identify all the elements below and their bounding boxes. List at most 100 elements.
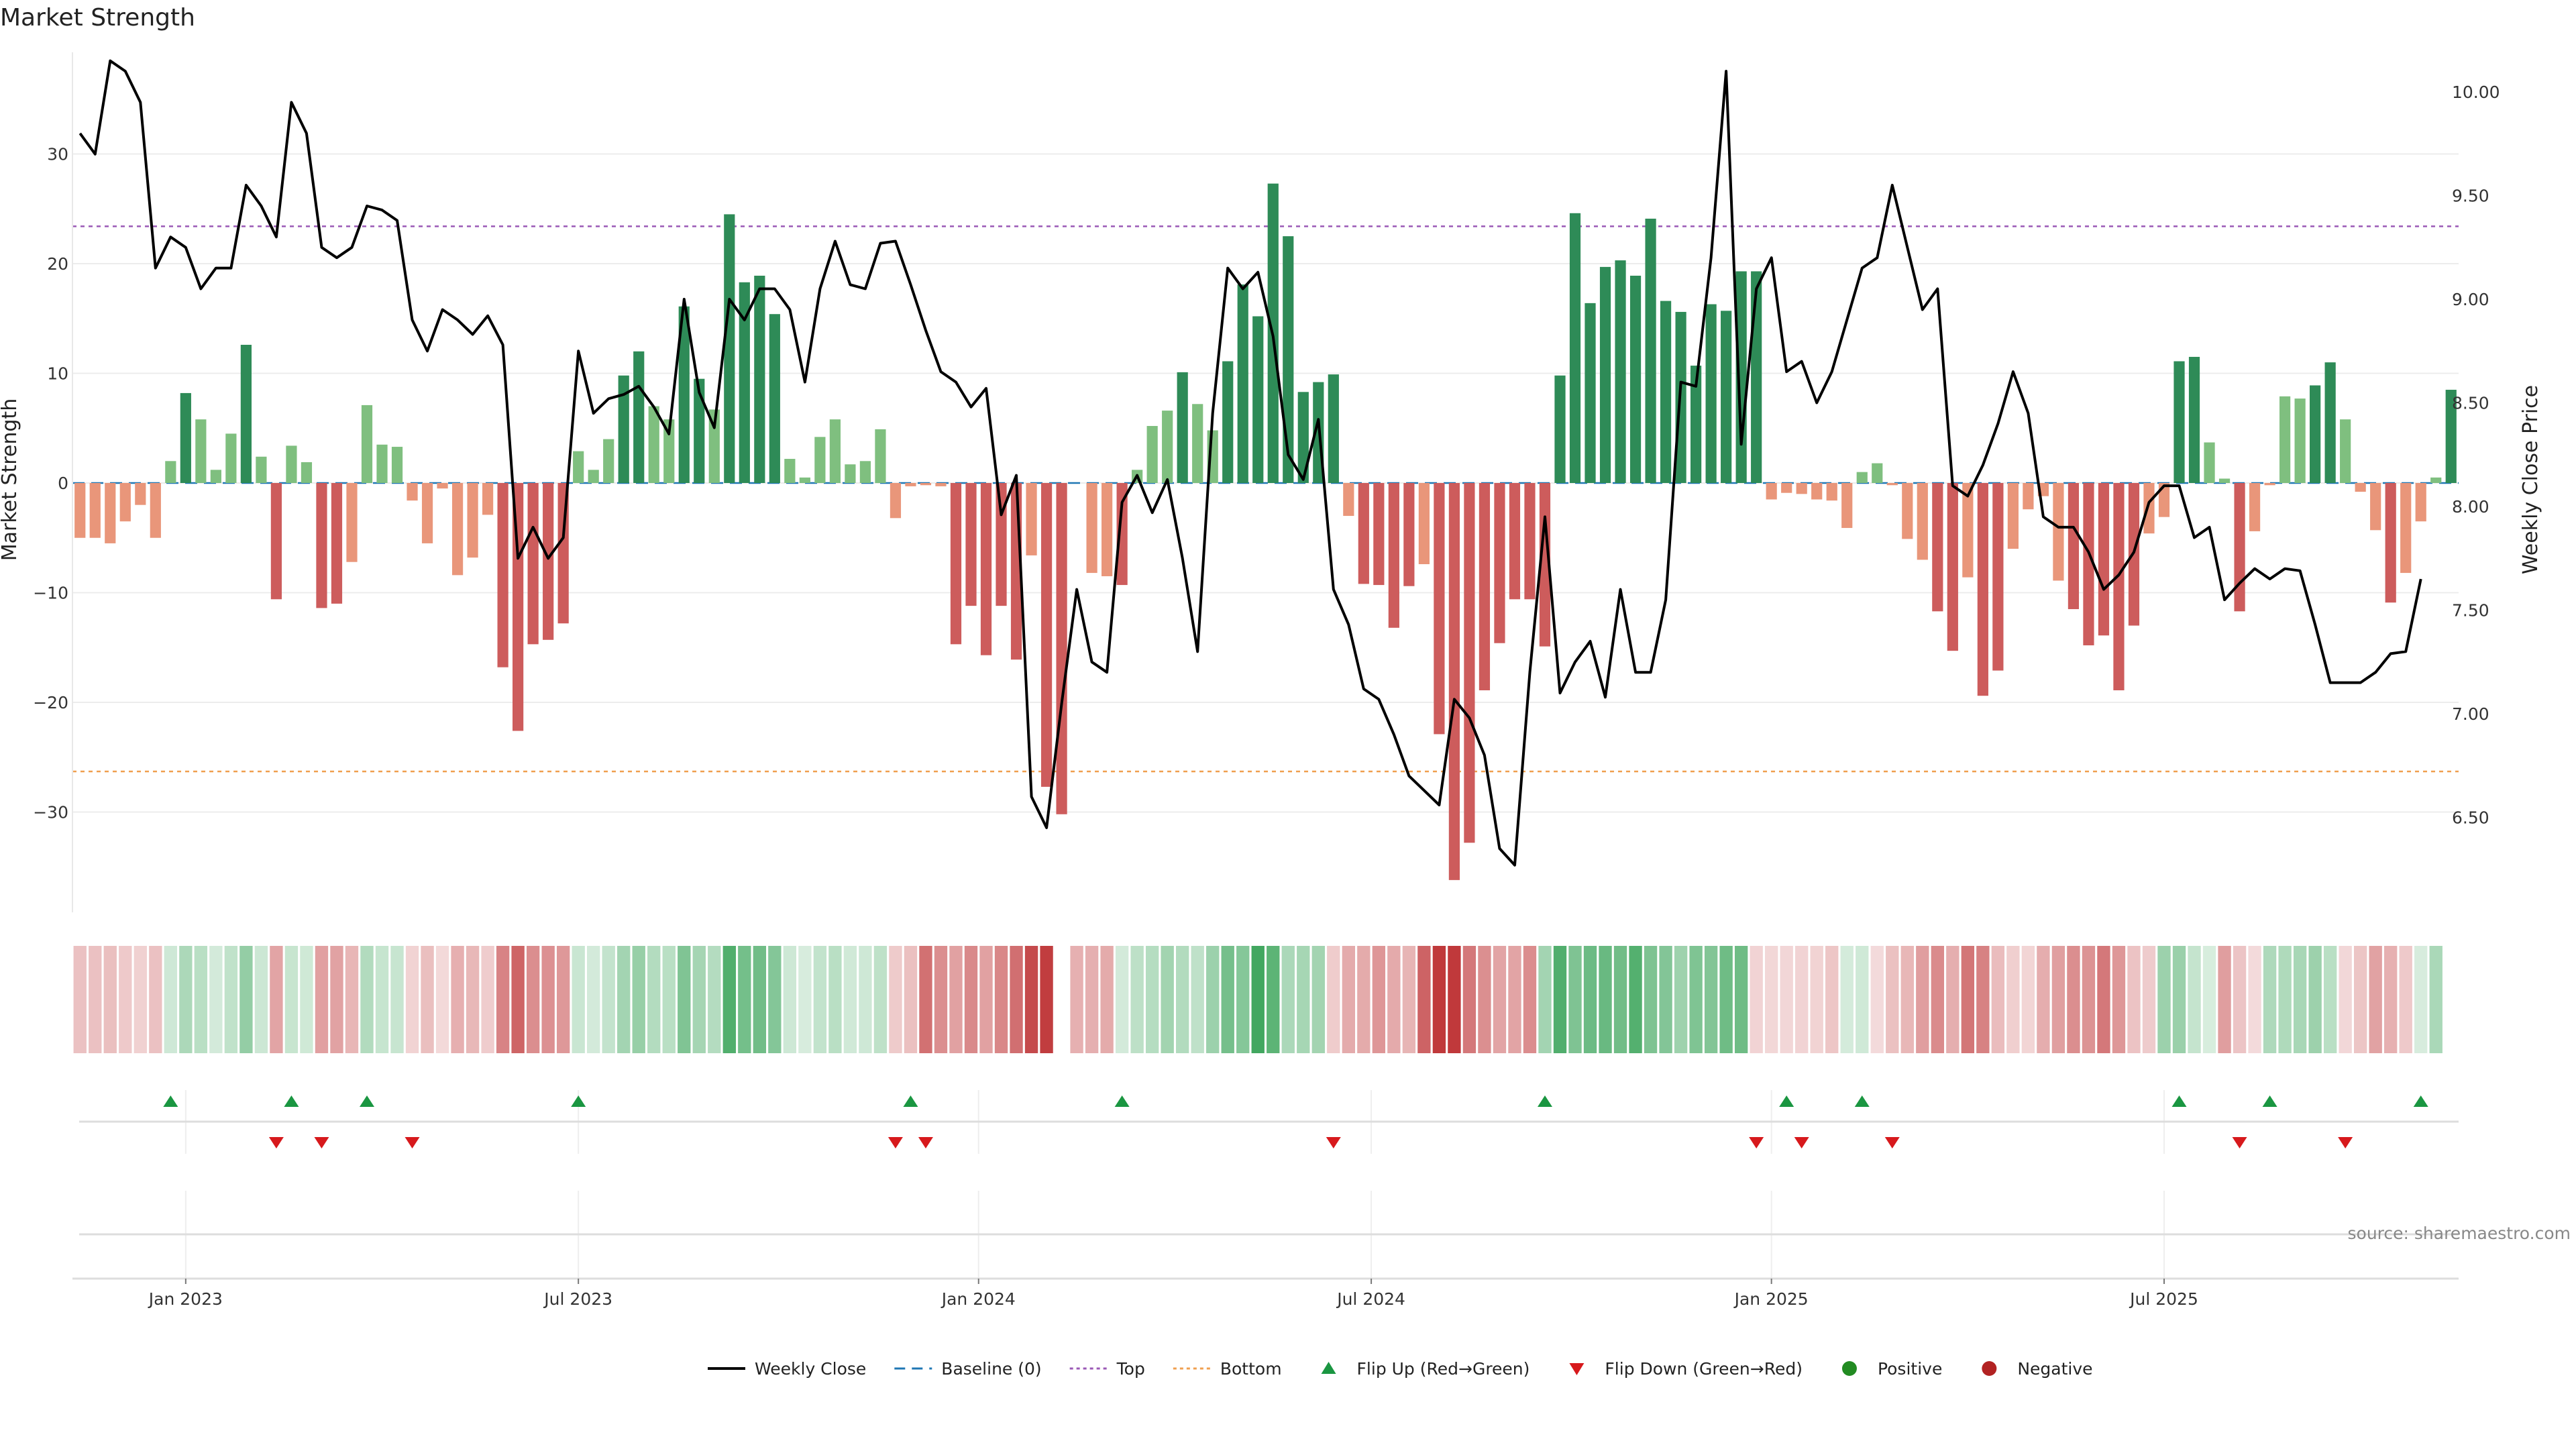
- strength-bar: [1479, 483, 1491, 691]
- strength-bar: [1721, 311, 1732, 483]
- strip-cell: [556, 946, 570, 1053]
- strength-bar: [2264, 483, 2275, 486]
- date-tick-label: Jan 2024: [941, 1289, 1016, 1309]
- strength-bar: [1222, 361, 1234, 483]
- strip-cell: [1100, 946, 1114, 1053]
- strength-bar: [573, 451, 584, 483]
- strip-cell: [2293, 946, 2307, 1053]
- left-tick-label: 30: [47, 145, 68, 164]
- strength-bar: [1494, 483, 1505, 643]
- strip-cell: [572, 946, 585, 1053]
- strip-cell: [2082, 946, 2096, 1053]
- strip-cell: [2339, 946, 2352, 1053]
- strip-cell: [2369, 946, 2382, 1053]
- strip-cell: [435, 946, 449, 1053]
- strength-bar: [2098, 483, 2110, 636]
- strength-bar: [935, 483, 947, 486]
- strength-bar: [814, 437, 826, 483]
- flip-down-marker: [2338, 1137, 2353, 1148]
- legend-label: Negative: [2017, 1359, 2092, 1379]
- date-tick-label: Jul 2023: [543, 1289, 612, 1309]
- flip-up-marker: [359, 1095, 374, 1107]
- right-tick-label: 8.00: [2452, 497, 2489, 517]
- strength-bar: [225, 433, 237, 483]
- flip-up-marker: [571, 1095, 586, 1107]
- strength-bar: [678, 306, 690, 483]
- strength-bar: [2310, 385, 2321, 483]
- strip-cell: [103, 946, 117, 1053]
- strip-cell: [1613, 946, 1627, 1053]
- strip-cell: [1145, 946, 1159, 1053]
- strength-bar: [980, 483, 992, 655]
- strip-cell: [722, 946, 736, 1053]
- strip-cell: [1719, 946, 1733, 1053]
- strength-bar: [2355, 483, 2366, 492]
- strength-bar: [1297, 392, 1309, 483]
- strength-bar: [1283, 236, 1294, 483]
- strength-bar: [724, 214, 735, 483]
- flip-down-marker: [314, 1137, 329, 1148]
- strength-bar: [708, 409, 720, 483]
- strength-bar: [890, 483, 902, 519]
- strength-bar: [2143, 483, 2155, 534]
- legend-item-positive: Positive: [1841, 1359, 1942, 1379]
- strength-bar: [2249, 483, 2261, 531]
- strength-bar: [1464, 483, 1475, 843]
- strip-cell: [768, 946, 782, 1053]
- strip-cell: [813, 946, 827, 1053]
- strip-cell: [1175, 946, 1189, 1053]
- legend-item-bottom: Bottom: [1173, 1359, 1282, 1379]
- strength-bar: [648, 406, 659, 483]
- flip-down-marker: [1884, 1137, 1900, 1148]
- strength-bar: [1177, 372, 1188, 483]
- strip-cell: [224, 946, 238, 1053]
- left-axis: 30 20 10 0 −10 −20 −30: [33, 52, 73, 912]
- strength-bar: [1358, 483, 1369, 584]
- strength-bar: [482, 483, 494, 515]
- strip-cell: [164, 946, 178, 1053]
- strip-cell: [2384, 946, 2398, 1053]
- strength-bar: [1026, 483, 1037, 555]
- strip-cell: [919, 946, 932, 1053]
- strip-cell: [1070, 946, 1083, 1053]
- strip-cell: [1251, 946, 1265, 1053]
- strip-cell: [1387, 946, 1401, 1053]
- strip-cell: [254, 946, 268, 1053]
- strength-bar: [195, 419, 207, 483]
- strip-cell: [1478, 946, 1491, 1053]
- strength-bar: [2083, 483, 2094, 645]
- strip-cell: [2188, 946, 2201, 1053]
- strip-cell: [2263, 946, 2277, 1053]
- strength-bar: [1102, 483, 1113, 576]
- strip-cell: [994, 946, 1008, 1053]
- strength-bar: [754, 275, 765, 483]
- strip-cell: [1236, 946, 1250, 1053]
- strength-bar: [1569, 213, 1581, 483]
- strip-cell: [315, 946, 329, 1053]
- strength-bar: [1932, 483, 1943, 612]
- strip-cell: [587, 946, 600, 1053]
- strip-cell: [1810, 946, 1823, 1053]
- strength-bar: [1751, 271, 1762, 483]
- strength-bar: [2068, 483, 2080, 610]
- strength-bar: [694, 378, 705, 483]
- strength-bar: [1585, 303, 1596, 483]
- strength-bar: [543, 483, 554, 640]
- legend-label: Baseline (0): [941, 1359, 1041, 1379]
- left-axis-label: Market Strength: [0, 398, 21, 561]
- strength-heat-strip: [73, 946, 2443, 1053]
- strength-bar: [2445, 390, 2457, 483]
- strength-bar: [1086, 483, 1097, 574]
- strip-cell: [2399, 946, 2412, 1053]
- strip-cell: [1311, 946, 1325, 1053]
- strip-cell: [1327, 946, 1340, 1053]
- strength-bar: [316, 483, 327, 608]
- strength-bar: [135, 483, 146, 505]
- strip-cell: [617, 946, 631, 1053]
- strip-cell: [194, 946, 208, 1053]
- strip-cell: [1870, 946, 1884, 1053]
- flip-down-marker: [1326, 1137, 1341, 1148]
- strip-cell: [2051, 946, 2065, 1053]
- strength-bar: [2007, 483, 2019, 549]
- strength-bar: [210, 470, 221, 483]
